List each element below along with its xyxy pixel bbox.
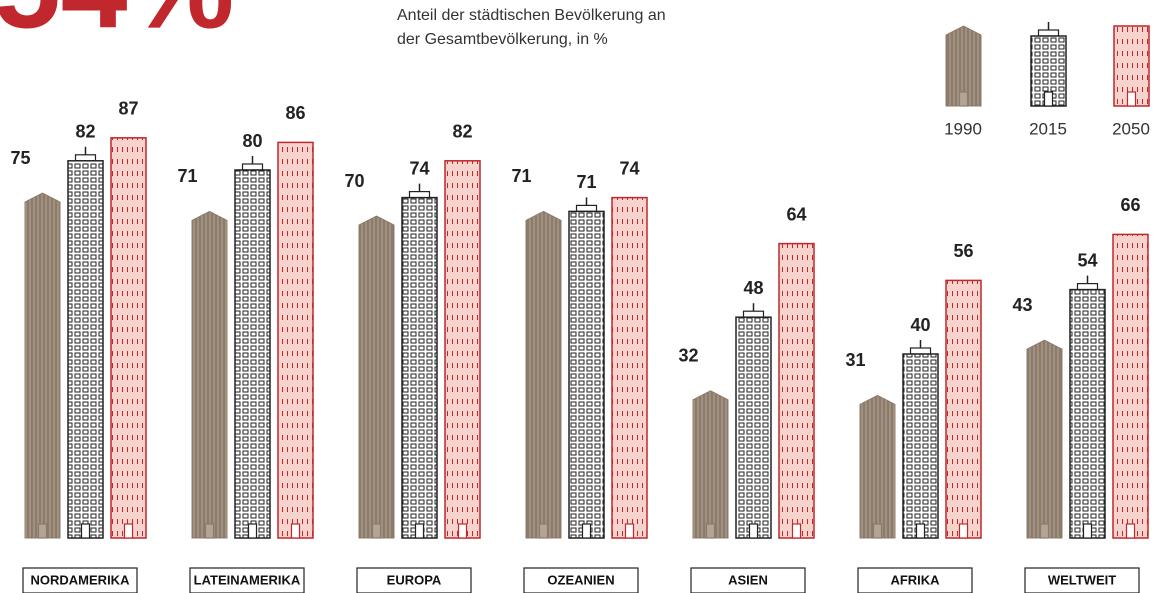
building-1990: [692, 390, 729, 539]
category-label: WELTWEIT: [1048, 572, 1116, 587]
category-box: [356, 567, 472, 593]
value-label: 82: [75, 122, 95, 142]
building-2015: [902, 353, 939, 539]
door: [624, 523, 635, 539]
door: [1125, 523, 1136, 539]
category-box: [523, 567, 639, 593]
building-2015: [234, 169, 271, 539]
building-2050: [277, 141, 314, 539]
door: [791, 523, 802, 539]
building-2015: [401, 196, 438, 539]
subtitle: der Gesamtbevölkerung, in %: [397, 31, 608, 48]
door: [1126, 91, 1137, 107]
value-label: 70: [344, 171, 364, 191]
legend-label: 2050: [1112, 119, 1150, 138]
category-label: NORDAMERIKA: [31, 572, 131, 587]
building-1990: [358, 215, 395, 539]
door: [247, 523, 258, 539]
building-1990: [191, 210, 228, 539]
value-label: 40: [910, 315, 930, 335]
value-label: 74: [619, 158, 639, 178]
building-2015: [735, 316, 772, 539]
roof-block: [1037, 29, 1060, 37]
building-1990: [1026, 339, 1063, 539]
category-label: LATEINAMERIKA: [194, 572, 301, 587]
category-box: [690, 567, 806, 593]
door: [80, 523, 91, 539]
building-1990: [945, 25, 982, 107]
door: [457, 523, 468, 539]
category-label: AFRIKA: [890, 572, 940, 587]
value-label: 86: [285, 103, 305, 123]
legend-label: 1990: [944, 119, 982, 138]
value-label: 71: [511, 166, 531, 186]
roof-block: [1076, 283, 1099, 291]
door: [748, 523, 759, 539]
value-label: 64: [786, 204, 806, 224]
roof-block: [74, 154, 97, 162]
category-box: [22, 567, 138, 593]
door: [290, 523, 301, 539]
value-label: 48: [743, 278, 763, 298]
door: [705, 523, 716, 539]
value-label: 75: [10, 148, 30, 168]
value-label: 87: [118, 99, 138, 119]
subtitle: Anteil der städtischen Bevölkerung an: [397, 7, 666, 24]
headline: 54%: [0, 0, 234, 54]
category-box: [1024, 567, 1140, 593]
door: [204, 523, 215, 539]
roof-block: [408, 191, 431, 199]
category-label: ASIEN: [728, 572, 768, 587]
door: [958, 523, 969, 539]
category-box: [857, 567, 973, 593]
roof-block: [575, 204, 598, 212]
value-label: 74: [409, 158, 429, 178]
door: [123, 523, 134, 539]
door: [958, 91, 969, 107]
door: [915, 523, 926, 539]
door: [581, 523, 592, 539]
roof-block: [909, 347, 932, 355]
door: [1082, 523, 1093, 539]
building-2015: [568, 210, 605, 539]
value-label: 31: [845, 350, 865, 370]
value-label: 54: [1077, 250, 1097, 270]
building-2015: [1069, 288, 1106, 539]
door: [371, 523, 382, 539]
building-2050: [1112, 233, 1149, 539]
category-label: EUROPA: [387, 572, 442, 587]
building-1990: [24, 192, 61, 539]
value-label: 82: [452, 122, 472, 142]
value-label: 43: [1012, 295, 1032, 315]
door: [1043, 91, 1054, 107]
door: [37, 523, 48, 539]
door: [872, 523, 883, 539]
value-label: 56: [953, 241, 973, 261]
building-2050: [778, 242, 815, 539]
building-2050: [611, 196, 648, 539]
roof-block: [241, 163, 264, 171]
value-label: 32: [678, 346, 698, 366]
value-label: 66: [1120, 195, 1140, 215]
value-label: 80: [242, 131, 262, 151]
door: [538, 523, 549, 539]
building-1990: [525, 210, 562, 539]
building-2015: [67, 160, 104, 539]
building-1990: [859, 394, 896, 539]
category-box: [189, 567, 305, 593]
roof-block: [742, 310, 765, 318]
value-label: 71: [576, 172, 596, 192]
door: [414, 523, 425, 539]
category-label: OZEANIEN: [547, 572, 614, 587]
value-label: 71: [177, 166, 197, 186]
door: [1039, 523, 1050, 539]
building-2050: [945, 279, 982, 539]
legend-label: 2015: [1029, 119, 1067, 138]
building-2050: [110, 137, 147, 539]
building-2050: [444, 160, 481, 539]
